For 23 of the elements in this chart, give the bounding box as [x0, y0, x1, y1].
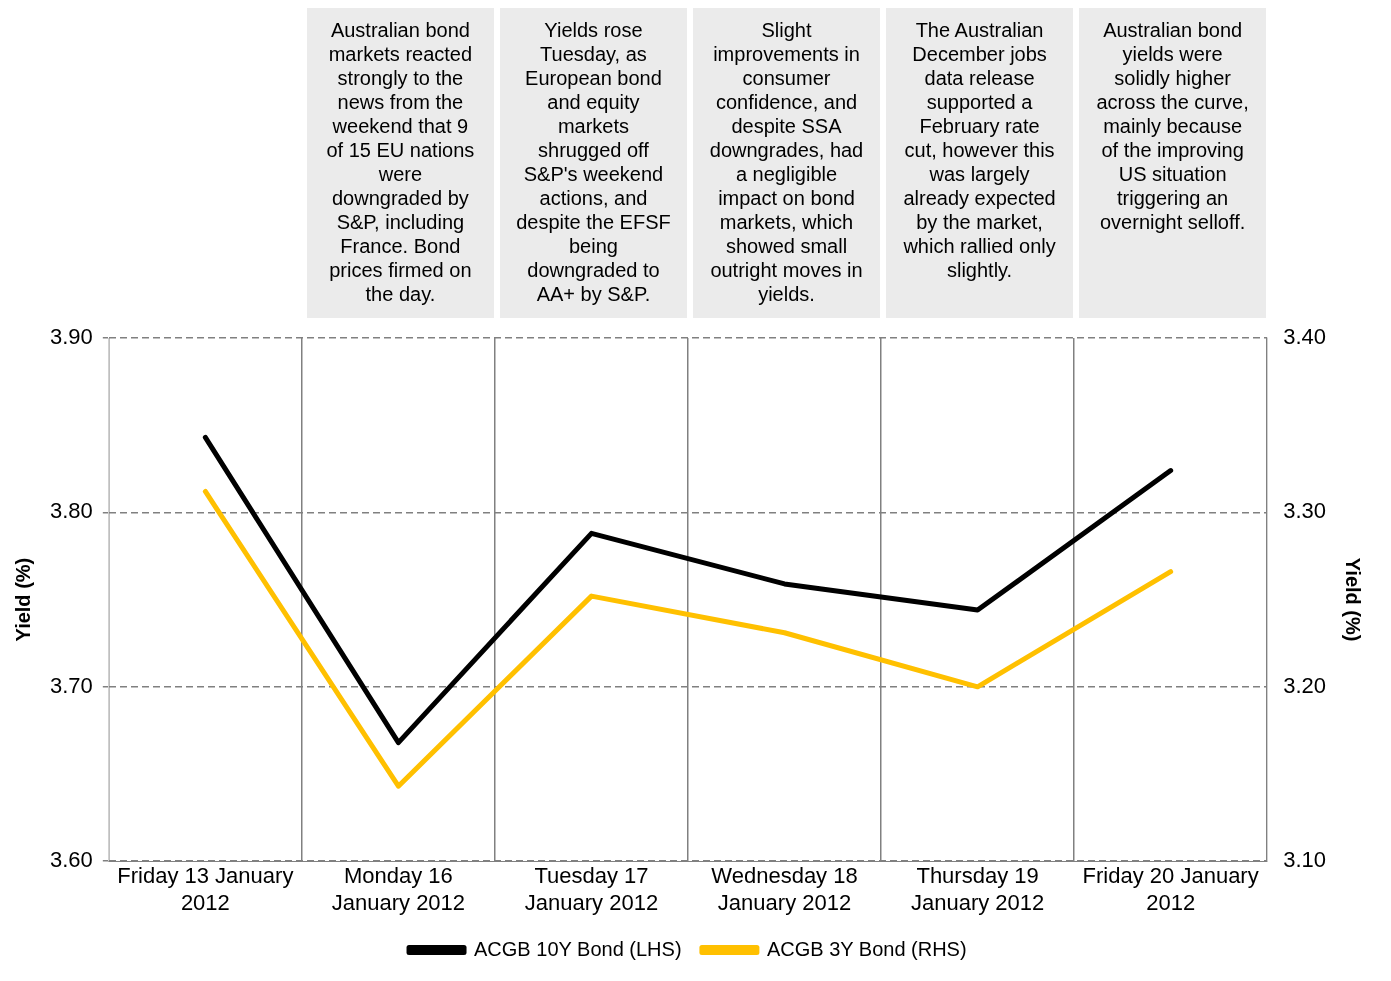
x-tick-label: Friday 13 January 2012: [117, 863, 294, 915]
y-tick-label: 3.60: [49, 847, 93, 873]
text: Slight improvements in consumer confidence, and despite SSA downgrades, had a negligible impact on bond markets, which showed small outright moves in yields.: [709, 19, 864, 305]
y-tick-label: 3.70: [49, 672, 93, 698]
text: The Australian December jobs data release supported a February rate cut, however this was largely already expected by the market, which rallied only slightly.: [903, 19, 1056, 281]
x-tick-label: Monday 16 January 2012: [331, 863, 466, 915]
text: Australian bond markets reacted strongly to the news from the weekend that 9 of 15 EU nations were downgraded by S&P, including France. Bond prices firmed on the day.: [326, 19, 475, 305]
y2-tick-label: 3.10: [1283, 847, 1327, 873]
x-tick-label: Friday 20 January 2012: [1082, 863, 1259, 915]
text: Yields rose Tuesday, as European bond and equity markets shrugged off S&P's weekend actions, and despite the EFSF being downgraded to AA+ by S&P.: [516, 19, 671, 305]
y-axis-title: Yield (%): [11, 557, 34, 642]
legend-label: ACGB 3Y Bond (RHS): [766, 937, 967, 960]
text: Australian bond yields were solidly higher across the curve, mainly because of the improving US situation triggering an overnight selloff.: [1096, 19, 1249, 233]
y2-axis-title: Yield (%): [1342, 557, 1365, 642]
x-tick-label: Thursday 19 January 2012: [910, 863, 1045, 915]
y2-tick-label: 3.20: [1283, 672, 1327, 698]
y-tick-label: 3.90: [49, 324, 93, 350]
y-tick-label: 3.80: [49, 498, 93, 524]
y2-tick-label: 3.30: [1283, 498, 1327, 524]
y2-tick-label: 3.40: [1283, 324, 1327, 350]
x-tick-label: Tuesday 17 January 2012: [524, 863, 659, 915]
legend-label: ACGB 10Y Bond (LHS): [474, 937, 682, 960]
x-tick-label: Wednesday 18 January 2012: [711, 863, 858, 915]
